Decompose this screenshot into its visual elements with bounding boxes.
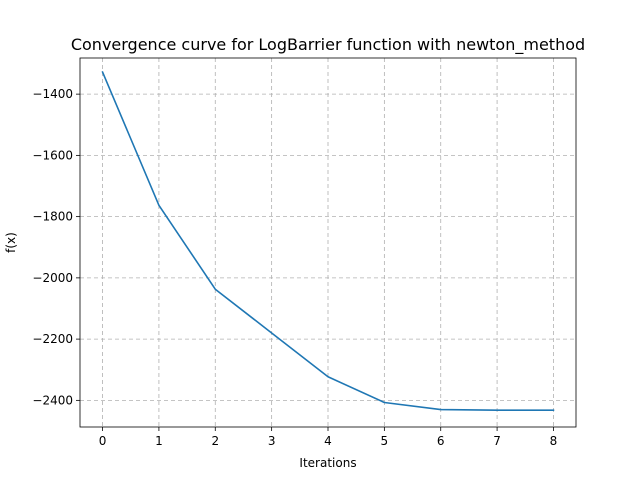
- grid-lines: [80, 58, 576, 427]
- x-tick-label: 5: [381, 434, 389, 448]
- x-tick-label: 3: [268, 434, 276, 448]
- y-tick-label: −2200: [32, 332, 73, 346]
- x-tick-label: 6: [437, 434, 445, 448]
- y-tick-label: −1800: [32, 210, 73, 224]
- x-tick-label: 1: [155, 434, 163, 448]
- axis-ticks: 0 1 2 3 4 5 6 7 8 −2400 −2200 −2000 −1800 −1600 −1400: [32, 87, 557, 448]
- series-line: [101, 71, 555, 411]
- chart-title: Convergence curve for LogBarrier functio…: [71, 35, 585, 55]
- y-tick-label: −2400: [32, 393, 73, 407]
- x-tick-label: 0: [99, 434, 107, 448]
- y-tick-label: −2000: [32, 271, 73, 285]
- x-tick-label: 4: [324, 434, 332, 448]
- y-tick-label: −1600: [32, 148, 73, 162]
- series-layer: [101, 71, 555, 411]
- x-tick-label: 2: [211, 434, 219, 448]
- x-axis-label: Iterations: [299, 456, 356, 470]
- y-axis-label: f(x): [4, 232, 18, 253]
- y-tick-label: −1400: [32, 87, 73, 101]
- x-tick-label: 8: [550, 434, 558, 448]
- x-tick-label: 7: [493, 434, 501, 448]
